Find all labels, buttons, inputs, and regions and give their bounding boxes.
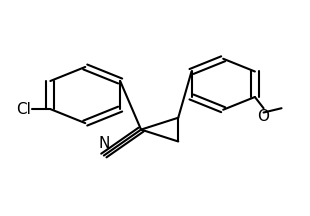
Text: N: N bbox=[98, 136, 109, 151]
Text: Cl: Cl bbox=[16, 102, 31, 117]
Text: O: O bbox=[258, 109, 270, 124]
